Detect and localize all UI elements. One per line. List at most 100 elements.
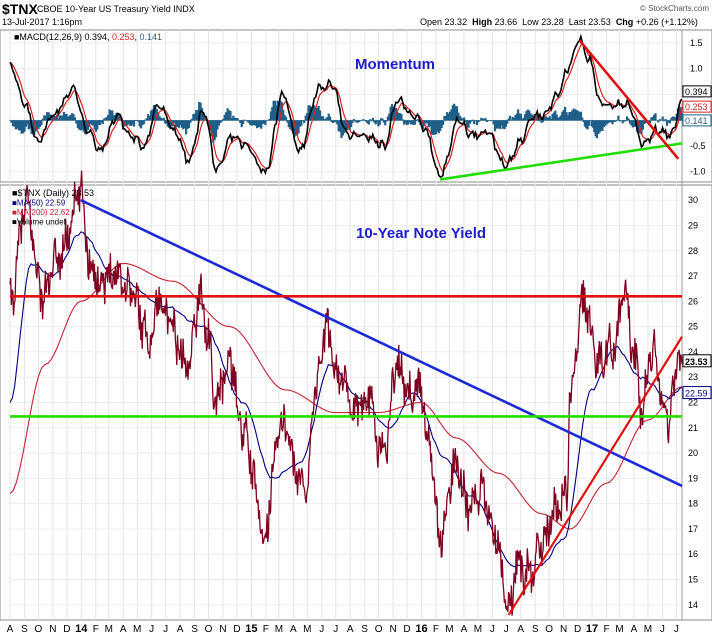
histogram-bar [453,103,456,121]
histogram-bar [37,120,40,130]
price-y-tick-label: 16 [688,549,698,559]
histogram-bar [97,120,100,125]
histogram-bar [401,119,404,121]
histogram-bar [424,120,427,123]
histogram-bar [134,120,137,121]
histogram-bar [174,120,178,128]
macd-line [9,33,683,178]
histogram-bar [485,120,488,123]
histogram-bar [367,120,370,125]
momentum-title: Momentum [355,56,435,73]
histogram-bar [265,119,268,121]
histogram-bar [641,120,645,130]
histogram-bar [566,115,570,121]
histogram-bar [530,114,534,121]
price-line [9,170,683,616]
macd-legend-name: ■MACD(12,26,9) 0.394, [14,32,112,42]
histogram-bar [267,120,270,121]
histogram-bar [320,116,323,121]
histogram-bar [404,120,407,124]
histogram-bar [147,114,150,121]
histogram-bar [668,120,672,124]
price-legend-item: ■$TNX (Daily) 23.53 [12,188,94,198]
high-value: 23.66 [494,17,518,27]
histogram-bar [670,117,673,121]
histogram-bar [66,117,70,121]
histogram-bar [173,120,176,123]
quote-summary: Open 23.32 High 23.66 Low 23.28 Last 23.… [420,17,698,27]
histogram-bar [90,120,94,125]
histogram-bar [571,110,574,121]
histogram-bar [590,120,593,127]
x-tick-label: 17 [586,623,598,635]
histogram-bar [356,120,360,123]
histogram-bar [79,120,82,131]
histogram-bar [284,116,288,121]
x-tick-label: J [674,624,679,635]
histogram-bar [223,114,226,121]
histogram-bar [210,120,213,137]
histogram-bar [434,120,438,135]
histogram-bar [108,109,111,121]
histogram-bar [345,120,349,131]
histogram-bar [465,120,469,128]
histogram-bar [454,106,457,121]
histogram-bar [236,117,239,121]
histogram-bar [416,119,419,121]
histogram-bar [547,117,550,121]
histogram-bar [278,101,281,121]
histogram-bar [591,120,595,128]
histogram-bar [362,119,365,121]
histogram-bar [189,120,192,123]
histogram-bar [144,119,147,121]
histogram-bar [423,120,426,126]
histogram-bar [511,116,514,121]
histogram-bar [242,120,245,125]
x-tick-label: A [517,624,524,635]
histogram-bar [421,120,425,129]
histogram-bar [14,120,17,130]
histogram-bar [31,120,35,135]
histogram-bar [239,120,242,123]
histogram-bar [130,120,133,127]
price-legend-item: ■MA(50) 22.59 [12,199,66,208]
histogram-bar [607,120,610,124]
histogram-bar [574,109,577,121]
histogram-bar [76,120,79,128]
histogram-bar [138,120,141,127]
histogram-bar [392,106,395,121]
histogram-bar [681,112,684,121]
histogram-bar [587,120,590,126]
histogram-bar [187,120,191,128]
histogram-bar [250,120,253,126]
x-tick-label: S [361,624,368,635]
histogram-bar [64,113,67,121]
histogram-bar [132,120,136,127]
downtrend-line [80,199,683,488]
x-tick-label: A [7,624,14,635]
histogram-bar [192,114,195,121]
open-value: 23.32 [444,17,468,27]
histogram-bar [269,111,273,121]
histogram-bar [373,120,376,123]
histogram-bar [119,117,122,121]
macd-panel-frame [0,29,712,183]
histogram-bar [552,112,556,121]
histogram-bar [33,120,36,136]
histogram-bar [10,120,13,123]
histogram-bar [651,116,654,121]
histogram-bar [82,120,85,132]
histogram-bar [608,120,611,123]
histogram-bar [26,120,29,125]
histogram-bar [354,120,357,122]
histogram-bar [540,120,543,123]
histogram-bar [81,120,84,130]
x-tick-label: F [433,624,439,635]
histogram-bar [495,120,498,129]
last-label: Last [568,17,586,27]
price-y-tick-label: 23 [688,372,698,382]
histogram-bar [572,108,575,121]
vertical-grid [9,30,677,620]
histogram-bar [514,115,517,121]
histogram-bar [665,120,669,126]
